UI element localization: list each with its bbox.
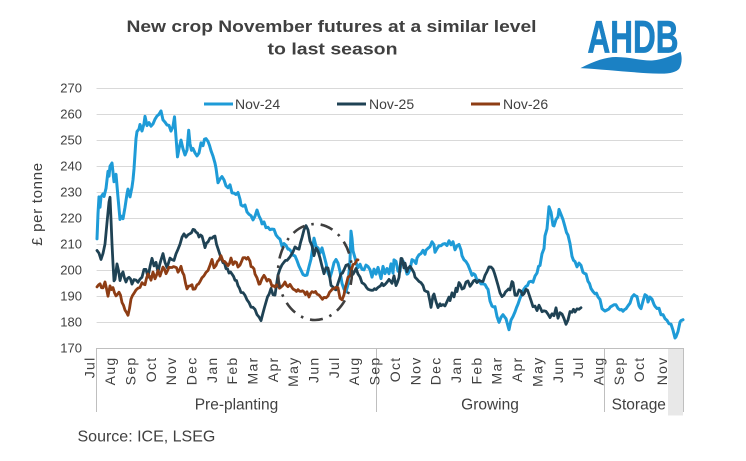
svg-text:May: May xyxy=(529,357,545,387)
svg-text:Oct: Oct xyxy=(387,357,403,383)
svg-text:170: 170 xyxy=(60,341,82,356)
svg-text:Sep: Sep xyxy=(611,357,627,386)
svg-text:180: 180 xyxy=(60,315,82,330)
svg-text:to last season: to last season xyxy=(268,40,398,59)
svg-text:Jul: Jul xyxy=(326,357,342,379)
svg-text:Aug: Aug xyxy=(346,357,362,386)
svg-text:250: 250 xyxy=(60,133,82,148)
svg-text:210: 210 xyxy=(60,237,82,252)
svg-text:Nov-26: Nov-26 xyxy=(503,96,548,112)
svg-text:Feb: Feb xyxy=(224,357,240,385)
svg-text:Jan: Jan xyxy=(448,357,464,383)
svg-text:270: 270 xyxy=(60,81,82,96)
svg-text:260: 260 xyxy=(60,107,82,122)
svg-text:Jun: Jun xyxy=(306,357,322,383)
svg-text:Nov-25: Nov-25 xyxy=(369,96,414,112)
svg-text:200: 200 xyxy=(60,263,82,278)
svg-text:Nov: Nov xyxy=(407,357,423,386)
svg-text:£ per tonne: £ per tonne xyxy=(29,162,46,246)
svg-text:Growing: Growing xyxy=(461,397,519,414)
svg-text:New crop November futures at a: New crop November futures at a similar l… xyxy=(127,17,537,36)
svg-text:190: 190 xyxy=(60,289,82,304)
svg-text:Aug: Aug xyxy=(102,357,118,386)
svg-text:May: May xyxy=(285,357,301,387)
svg-text:Apr: Apr xyxy=(509,357,525,383)
svg-text:Feb: Feb xyxy=(468,357,484,385)
svg-text:220: 220 xyxy=(60,211,82,226)
svg-text:Mar: Mar xyxy=(489,357,505,385)
svg-text:Sep: Sep xyxy=(122,357,138,386)
svg-text:Nov: Nov xyxy=(654,357,670,386)
svg-text:Nov: Nov xyxy=(163,357,179,386)
svg-text:Sep: Sep xyxy=(367,357,383,386)
svg-text:AHDB: AHDB xyxy=(588,12,679,63)
svg-text:Oct: Oct xyxy=(143,357,159,383)
svg-text:Source: ICE, LSEG: Source: ICE, LSEG xyxy=(78,429,216,446)
svg-text:240: 240 xyxy=(60,159,82,174)
svg-text:Nov-24: Nov-24 xyxy=(235,96,280,112)
svg-text:Pre-planting: Pre-planting xyxy=(195,397,279,414)
svg-text:Jul: Jul xyxy=(570,357,586,379)
svg-text:Jun: Jun xyxy=(550,357,566,383)
svg-text:Dec: Dec xyxy=(183,357,199,386)
svg-text:Mar: Mar xyxy=(245,357,261,385)
svg-text:Aug: Aug xyxy=(591,357,607,386)
svg-text:Dec: Dec xyxy=(428,357,444,386)
svg-text:230: 230 xyxy=(60,185,82,200)
svg-text:Oct: Oct xyxy=(631,357,647,383)
svg-text:Jan: Jan xyxy=(204,357,220,383)
svg-text:Storage: Storage xyxy=(612,397,666,414)
svg-text:Apr: Apr xyxy=(265,357,281,383)
svg-text:Jul: Jul xyxy=(82,357,98,379)
